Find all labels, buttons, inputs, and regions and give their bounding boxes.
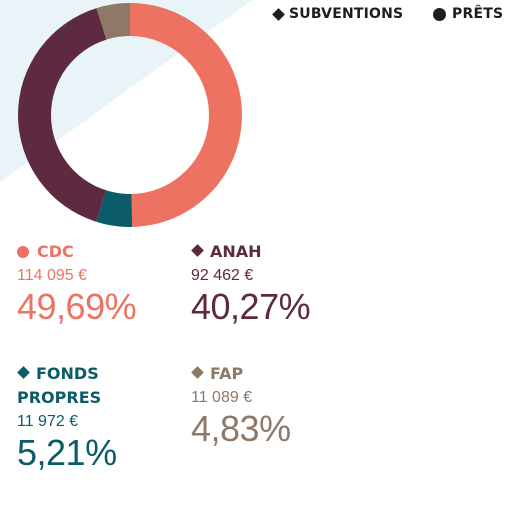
diamond-icon <box>272 7 285 21</box>
label-fonds-amount: 11 972 € <box>17 413 79 430</box>
label-anah-percent: 40,27% <box>191 286 311 327</box>
label-fap-amount: 11 089 € <box>191 389 253 406</box>
dot-icon <box>433 7 446 21</box>
label-anah: ANAH 92 462 € 40,27% <box>191 240 311 327</box>
label-fonds-percent: 5,21% <box>17 432 117 473</box>
label-anah-amount: 92 462 € <box>191 267 254 284</box>
donut-slice-fap <box>96 3 130 40</box>
diamond-icon <box>17 366 30 379</box>
donut-slice-fonds-propres <box>96 190 133 227</box>
diamond-icon <box>191 366 204 379</box>
donut-slice-cdc <box>130 3 242 227</box>
legend-subventions-label: SUBVENTIONS <box>289 6 404 22</box>
label-cdc-amount: 114 095 € <box>17 267 87 284</box>
label-fonds-propres: FONDS PROPRES 11 972 € 5,21% <box>17 362 117 473</box>
label-cdc-percent: 49,69% <box>17 286 137 327</box>
label-fap-name: FAP <box>210 364 244 383</box>
diamond-icon <box>191 244 204 257</box>
label-cdc: CDC 114 095 € 49,69% <box>17 240 137 327</box>
legend-subventions: SUBVENTIONS <box>272 6 404 22</box>
legend-prets-label: PRÊTS <box>452 6 504 22</box>
label-fonds-name-1: FONDS <box>36 364 99 383</box>
label-cdc-name: CDC <box>37 242 74 261</box>
donut-slice-anah <box>17 8 107 222</box>
dot-icon <box>17 246 29 258</box>
label-anah-name: ANAH <box>210 242 262 261</box>
label-fonds-name-2: PROPRES <box>17 388 102 407</box>
label-fap-percent: 4,83% <box>191 408 291 449</box>
legend-prets: PRÊTS <box>433 6 503 22</box>
label-fap: FAP 11 089 € 4,83% <box>191 362 291 449</box>
